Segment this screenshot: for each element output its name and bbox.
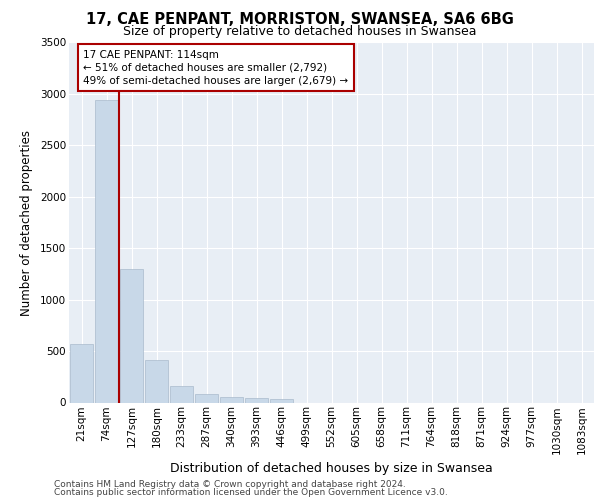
Bar (195, 394, 218, 402)
Bar (70, 344, 93, 403)
Bar (220, 397, 243, 402)
Bar (120, 269, 143, 402)
Bar (170, 386, 193, 402)
Bar (270, 399, 293, 402)
Text: Contains HM Land Registry data © Crown copyright and database right 2024.: Contains HM Land Registry data © Crown c… (54, 480, 406, 489)
Bar (95, 100, 118, 402)
Text: 17 CAE PENPANT: 114sqm
← 51% of detached houses are smaller (2,792)
49% of semi-: 17 CAE PENPANT: 114sqm ← 51% of detached… (83, 50, 349, 86)
Bar (145, 360, 168, 403)
Text: Contains public sector information licensed under the Open Government Licence v3: Contains public sector information licen… (54, 488, 448, 497)
Text: Size of property relative to detached houses in Swansea: Size of property relative to detached ho… (123, 25, 477, 38)
Bar (245, 398, 268, 402)
Y-axis label: Number of detached properties: Number of detached properties (20, 130, 33, 316)
Text: 17, CAE PENPANT, MORRISTON, SWANSEA, SA6 6BG: 17, CAE PENPANT, MORRISTON, SWANSEA, SA6… (86, 12, 514, 28)
X-axis label: Distribution of detached houses by size in Swansea: Distribution of detached houses by size … (170, 462, 493, 475)
